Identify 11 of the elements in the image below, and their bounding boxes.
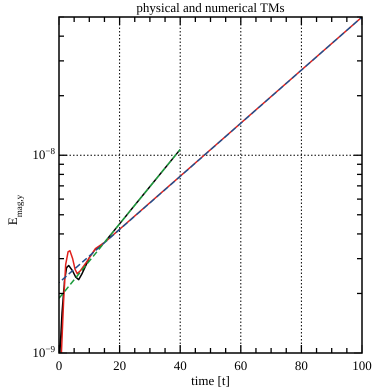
x-tick-label: 60 — [234, 358, 248, 373]
chart-title: physical and numerical TMs — [136, 0, 285, 15]
x-tick-label: 40 — [174, 358, 187, 373]
y-tick-label: 10$^{−9}$ — [32, 344, 56, 360]
y-tick-label: 10$^{−8}$ — [32, 146, 56, 162]
x-tick-label: 100 — [352, 358, 372, 373]
x-tick-label: 80 — [294, 358, 308, 373]
x-tick-label: 0 — [56, 358, 62, 373]
line-series — [60, 17, 362, 353]
x-axis-title: time [t] — [191, 373, 230, 388]
x-tick-label: 20 — [113, 358, 126, 373]
